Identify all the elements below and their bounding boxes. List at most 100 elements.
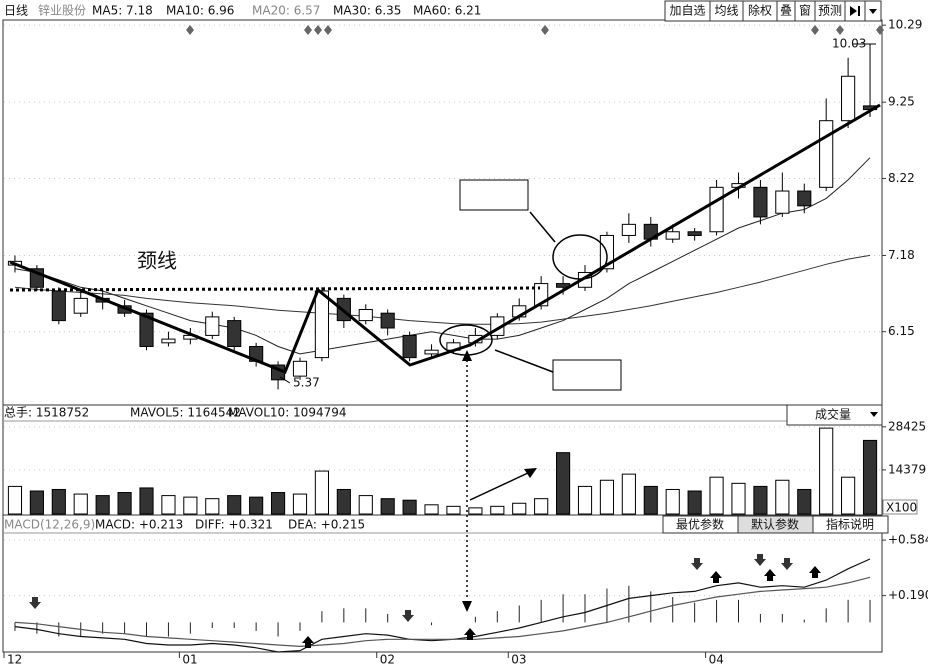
nav-icon	[850, 6, 857, 16]
volume-bar	[29, 490, 44, 515]
ma-indicator: MA10: 6.96	[166, 4, 234, 18]
candle-body	[819, 120, 834, 188]
candle-body	[665, 231, 680, 240]
volume-arrow	[469, 471, 531, 501]
volume-bar	[95, 495, 110, 515]
buy-point-circle	[552, 234, 608, 280]
y-tick-label: 10.29	[888, 18, 922, 32]
volume-bar	[336, 488, 351, 515]
volume-bar	[468, 507, 483, 515]
volume-bar	[139, 487, 154, 515]
candle-body	[402, 334, 417, 359]
volume-bar	[270, 492, 286, 515]
volume-bar	[183, 496, 198, 515]
volume-info: MAVOL10: 1094794	[228, 406, 347, 420]
y-tick-label: 6.15	[888, 324, 915, 338]
annotation: 5.37	[293, 376, 320, 390]
ma-indicator: MA30: 6.35	[333, 4, 401, 18]
volume-bar	[117, 492, 132, 515]
indicator-button[interactable]	[812, 515, 889, 534]
y-tick-label: 8.22	[888, 171, 915, 185]
macd-info: MACD(12,26,9)	[4, 518, 95, 532]
volume-bar	[643, 485, 658, 515]
unit-box	[882, 499, 918, 515]
toolbar-button-label: 叠	[780, 4, 792, 18]
volume-bar	[862, 439, 878, 515]
candle-body	[709, 186, 724, 233]
x-tick-label: 04	[709, 653, 724, 666]
candle-body	[775, 190, 790, 214]
candle-body	[424, 349, 439, 355]
volume-bar	[73, 493, 88, 515]
volume-bar	[599, 479, 615, 515]
pointer	[279, 376, 291, 384]
sell-signal	[402, 610, 414, 622]
y-tick-label: 9.25	[888, 95, 915, 109]
pointer	[529, 211, 556, 243]
volume-info: 总手: 1518752	[4, 406, 89, 420]
indicator-button-label: 默认参数	[751, 517, 799, 532]
volume-bar	[7, 485, 23, 515]
candle-body	[73, 297, 88, 314]
arrowhead	[462, 350, 472, 361]
volume-bar	[819, 427, 834, 515]
volume-bar	[534, 498, 549, 515]
menu-icon	[869, 9, 877, 14]
indicator-selector[interactable]	[786, 404, 883, 426]
event-marker	[836, 25, 844, 35]
volume-bar	[621, 473, 636, 515]
selector-label: 成交量	[815, 407, 851, 422]
volume-bar	[577, 485, 593, 515]
volume-bar	[512, 502, 527, 515]
indicator-button-label: 指标说明	[826, 517, 874, 532]
event-marker	[324, 25, 332, 35]
volume-bar	[841, 476, 856, 515]
neckline	[9, 286, 541, 292]
arrowhead	[524, 468, 537, 478]
volume-info: MAVOL5: 1164542	[130, 406, 241, 420]
candle-body	[380, 312, 395, 329]
annotation: 10.03	[832, 37, 866, 51]
pointer	[494, 349, 554, 373]
volume-bar	[358, 495, 373, 515]
toolbar-button-label: 均线	[714, 4, 738, 18]
buy-signal	[764, 569, 776, 581]
volume-bar	[797, 488, 812, 515]
toolbar-button-label: 预测	[818, 4, 842, 18]
volume-bar	[51, 488, 66, 515]
candle-body	[227, 320, 242, 348]
y-tick-label: 7.18	[888, 248, 915, 262]
x-tick-label: 12	[7, 653, 22, 666]
sell-signal	[754, 554, 766, 566]
volume-bar	[490, 505, 505, 515]
toolbar-button-label: 加自选	[669, 4, 705, 18]
label-box	[552, 359, 622, 391]
buy-signal	[464, 628, 476, 640]
event-marker	[541, 25, 549, 35]
macd-line	[14, 558, 871, 653]
volume-bar	[249, 496, 264, 515]
ma-indicator: MA5: 7.18	[92, 4, 153, 18]
ma-indicator: MA60: 6.21	[413, 4, 481, 18]
toolbar-button-label: 除权	[748, 3, 772, 18]
buy-signal	[809, 566, 821, 578]
volume-bar	[227, 495, 242, 515]
unit-label: X100	[886, 501, 917, 515]
candle-body	[753, 186, 768, 218]
arrowhead	[462, 601, 472, 612]
x-tick-label: 01	[182, 653, 197, 666]
volume-bar	[665, 488, 680, 515]
macd-info: DEA: +0.215	[288, 518, 365, 532]
toolbar-button-label: 窗	[799, 4, 811, 18]
moving-average	[14, 254, 871, 325]
annotation: 颈线	[137, 249, 177, 273]
candle-body	[205, 316, 220, 336]
volume-bar	[161, 495, 176, 515]
volume-bar	[402, 499, 417, 515]
candle-body	[841, 75, 856, 122]
x-tick-label: 03	[511, 653, 526, 666]
macd-panel	[2, 514, 883, 653]
annotations-layer	[9, 43, 881, 612]
volume-bar	[775, 479, 790, 515]
